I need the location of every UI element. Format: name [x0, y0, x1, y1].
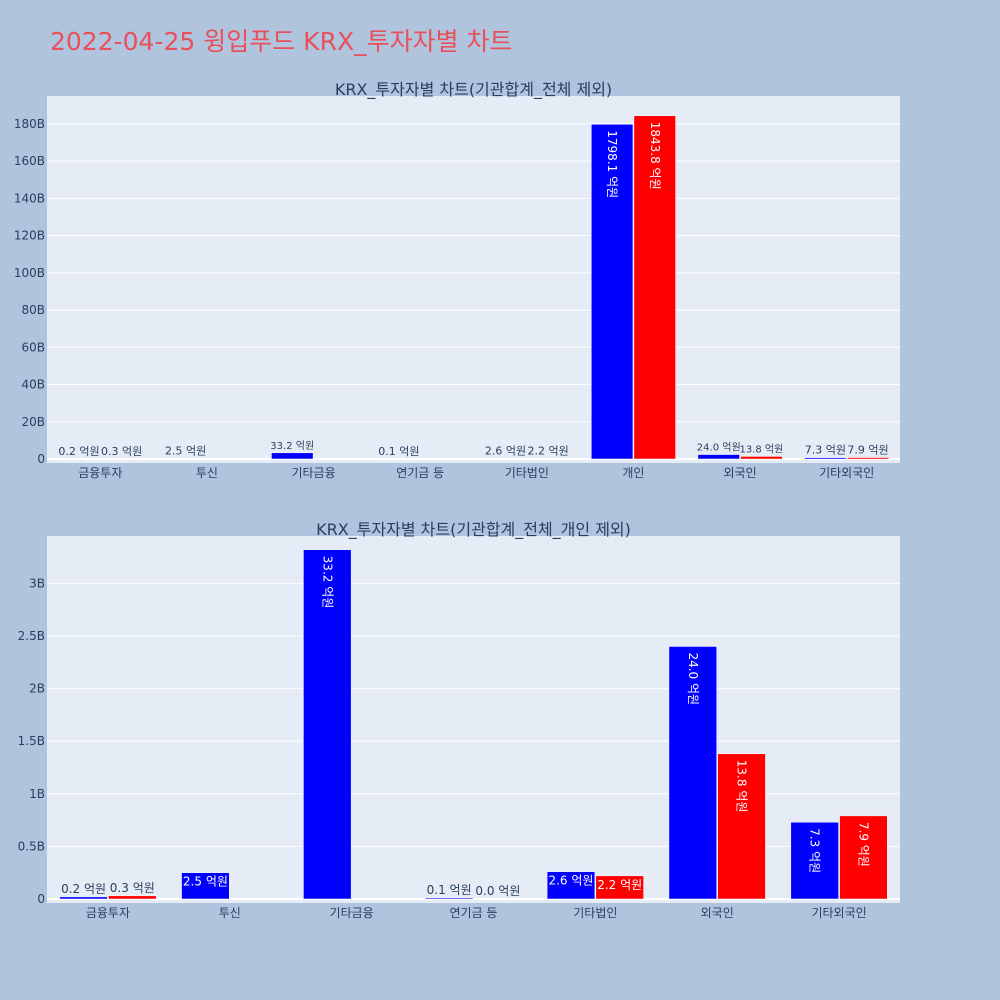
x-tick-label: 기타금융 — [291, 466, 335, 480]
data-label: 2.6 억원 — [485, 445, 526, 458]
bar — [595, 875, 644, 900]
plot-area — [47, 536, 900, 903]
bar — [804, 457, 847, 460]
data-label: 1798.1 억원 — [605, 130, 619, 198]
bar — [633, 115, 676, 460]
bar — [546, 871, 596, 900]
y-tick-label: 0 — [37, 892, 45, 906]
x-tick-label: 기타금융 — [330, 906, 374, 920]
data-label: 7.3 억원 — [808, 828, 822, 873]
bar — [740, 456, 783, 460]
bar — [271, 452, 314, 460]
data-label: 7.3 억원 — [805, 444, 846, 457]
data-label: 33.2 억원 — [320, 556, 334, 609]
data-label: 13.8 억원 — [735, 760, 749, 813]
bar — [181, 872, 230, 900]
data-label: 7.9 억원 — [847, 444, 888, 457]
x-tick-label: 외국인 — [701, 906, 734, 920]
chart-bottom: 0 0.5B 1B 1.5B 2B 2.5B 3B KRX_투자자별 차트(기관합계_전체_개… — [18, 520, 900, 920]
x-tick-label: 외국인 — [724, 466, 757, 480]
bar — [717, 753, 766, 900]
chart-title: KRX_투자자별 차트(기관합계_전체_개인 제외) — [316, 520, 631, 540]
data-label: 13.8 억원 — [739, 443, 783, 455]
y-tick-label: 2B — [29, 682, 45, 696]
y-tick-label: 100B — [14, 266, 45, 280]
y-tick-label: 120B — [14, 229, 45, 243]
x-tick-label: 개인 — [622, 466, 644, 480]
y-tick-label: 1.5B — [18, 734, 45, 748]
data-label: 0.1 억원 — [427, 883, 472, 897]
data-label: 0.2 억원 — [61, 882, 106, 896]
bar — [425, 897, 474, 900]
y-tick-label: 160B — [14, 154, 45, 168]
bar — [839, 815, 888, 900]
y-tick-label: 40B — [21, 378, 45, 392]
x-tick-label: 기타외국인 — [819, 466, 874, 480]
data-label: 2.6 억원 — [548, 874, 593, 888]
data-label: 0.3 억원 — [110, 881, 155, 895]
x-tick-label: 기타외국인 — [811, 906, 866, 920]
y-tick-label: 3B — [29, 576, 45, 590]
x-tick-label: 투신 — [196, 466, 218, 480]
y-tick-label: 140B — [14, 191, 45, 205]
x-tick-label: 금융투자 — [86, 906, 130, 920]
data-label: 24.0 억원 — [697, 442, 741, 454]
bar — [303, 549, 352, 900]
data-label: 0.2 억원 — [58, 445, 99, 458]
bar — [591, 124, 634, 460]
x-tick-label: 투신 — [219, 906, 241, 920]
chart-top: 0 20B 40B 60B 80B 100B 120B 140B 160B 180B KRX_투자자… — [14, 80, 900, 480]
y-tick-label: 20B — [21, 415, 45, 429]
data-label: 7.9 억원 — [856, 822, 870, 867]
x-tick-label: 기타법인 — [505, 466, 549, 480]
x-tick-label: 연기금 등 — [396, 466, 444, 480]
bar — [668, 646, 717, 900]
data-label: 2.5 억원 — [183, 875, 228, 889]
data-label: 2.2 억원 — [597, 878, 642, 892]
bar — [108, 895, 157, 900]
page-title: 2022-04-25 윙입푸드 KRX_투자자별 차트 — [50, 27, 513, 56]
data-label: 2.2 억원 — [528, 445, 569, 458]
data-label: 1843.8 억원 — [648, 122, 662, 190]
plot-area — [47, 96, 900, 463]
bar — [846, 457, 890, 460]
data-label: 24.0 억원 — [686, 652, 700, 705]
data-label: 0.1 억원 — [378, 445, 419, 458]
y-tick-label: 1B — [29, 787, 45, 801]
y-tick-label: 180B — [14, 117, 45, 131]
data-label: 0.0 억원 — [475, 884, 520, 898]
y-tick-label: 0.5B — [18, 839, 45, 853]
y-tick-label: 2.5B — [18, 629, 45, 643]
x-tick-label: 기타법인 — [573, 906, 617, 920]
x-tick-label: 금융투자 — [78, 466, 122, 480]
data-label: 2.5 억원 — [165, 445, 206, 458]
y-tick-label: 60B — [21, 340, 45, 354]
data-label: 33.2 억원 — [270, 440, 314, 452]
x-tick-label: 연기금 등 — [450, 906, 498, 920]
bar — [790, 821, 839, 900]
chart-title: KRX_투자자별 차트(기관합계_전체 제외) — [335, 80, 612, 100]
y-tick-label: 80B — [21, 303, 45, 317]
bar — [59, 896, 108, 900]
bar — [697, 454, 740, 460]
data-label: 0.3 억원 — [101, 445, 142, 458]
y-tick-label: 0 — [37, 452, 45, 466]
